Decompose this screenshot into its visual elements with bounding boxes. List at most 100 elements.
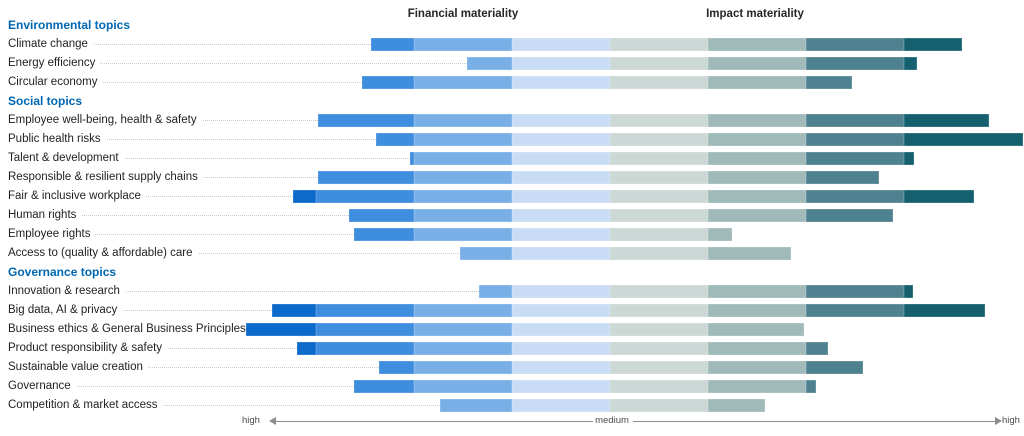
financial-bar-segment	[512, 342, 610, 355]
financial-bar-segment	[414, 209, 512, 222]
leader-line	[8, 44, 371, 45]
impact-bar-segment	[708, 380, 806, 393]
financial-bar-segment	[246, 323, 316, 336]
impact-bar-segment	[904, 57, 917, 70]
leader-line	[8, 367, 379, 368]
financial-bar-segment	[512, 380, 610, 393]
axis-label-medium: medium	[595, 415, 629, 426]
impact-bar-segment	[610, 38, 708, 51]
financial-bar-segment	[512, 247, 610, 260]
financial-bar-segment	[414, 38, 512, 51]
leader-line	[8, 158, 411, 159]
financial-bar-segment	[370, 38, 414, 51]
impact-bar-segment	[610, 247, 708, 260]
impact-bar-segment	[806, 133, 904, 146]
impact-bar-segment	[708, 190, 806, 203]
impact-bar-segment	[708, 285, 806, 298]
topic-label: Innovation & research	[8, 284, 125, 298]
financial-bar-segment	[512, 190, 610, 203]
topic-label: Human rights	[8, 208, 82, 222]
impact-bar-segment	[806, 190, 904, 203]
financial-bar-segment	[354, 380, 414, 393]
financial-bar-segment	[512, 133, 610, 146]
impact-bar-segment	[708, 209, 806, 222]
financial-bar-segment	[512, 399, 610, 412]
financial-materiality-title: Financial materiality	[407, 8, 519, 20]
financial-bar-segment	[512, 38, 610, 51]
leader-line	[8, 196, 294, 197]
impact-bar-segment	[806, 76, 853, 89]
impact-bar-segment	[610, 171, 708, 184]
financial-bar-segment	[460, 247, 512, 260]
financial-bar-segment	[512, 114, 610, 127]
section-header: Environmental topics	[8, 18, 131, 32]
financial-bar-segment	[297, 342, 316, 355]
topic-label: Product responsibility & safety	[8, 341, 168, 355]
financial-bar-segment	[466, 57, 512, 70]
financial-bar-segment	[512, 323, 610, 336]
financial-bar-segment	[362, 76, 414, 89]
topic-label: Sustainable value creation	[8, 360, 148, 374]
financial-bar-segment	[512, 228, 610, 241]
financial-bar-segment	[317, 171, 414, 184]
financial-bar-segment	[512, 361, 610, 374]
financial-bar-segment	[414, 114, 512, 127]
financial-bar-segment	[512, 76, 610, 89]
financial-bar-segment	[512, 171, 610, 184]
financial-bar-segment	[478, 285, 512, 298]
topic-label: Big data, AI & privacy	[8, 303, 123, 317]
impact-bar-segment	[708, 323, 805, 336]
financial-bar-segment	[414, 361, 512, 374]
impact-bar-segment	[806, 304, 904, 317]
impact-bar-segment	[806, 114, 904, 127]
impact-bar-segment	[610, 342, 708, 355]
topic-label: Fair & inclusive workplace	[8, 189, 146, 203]
financial-bar-segment	[414, 342, 512, 355]
leader-line	[8, 82, 363, 83]
leader-line	[8, 253, 461, 254]
topic-label: Governance	[8, 379, 76, 393]
impact-bar-segment	[610, 133, 708, 146]
financial-bar-segment	[378, 361, 414, 374]
topic-label: Climate change	[8, 37, 93, 51]
impact-bar-segment	[806, 57, 904, 70]
impact-bar-segment	[708, 133, 806, 146]
financial-bar-segment	[316, 342, 414, 355]
impact-bar-segment	[708, 361, 806, 374]
financial-bar-segment	[316, 323, 414, 336]
financial-bar-segment	[414, 190, 512, 203]
topic-label: Responsible & resilient supply chains	[8, 170, 203, 184]
financial-bar-segment	[271, 304, 316, 317]
financial-bar-segment	[414, 76, 512, 89]
financial-bar-segment	[414, 133, 512, 146]
topic-label: Energy efficiency	[8, 56, 101, 70]
topic-label: Employee rights	[8, 227, 96, 241]
financial-bar-segment	[375, 133, 414, 146]
impact-bar-segment	[610, 285, 708, 298]
financial-bar-segment	[414, 228, 512, 241]
financial-bar-segment	[349, 209, 414, 222]
impact-bar-segment	[806, 342, 828, 355]
topic-label: Competition & market access	[8, 398, 163, 412]
impact-bar-segment	[904, 304, 986, 317]
financial-bar-segment	[354, 228, 414, 241]
financial-bar-segment	[316, 190, 414, 203]
financial-bar-segment	[512, 209, 610, 222]
topic-label: Access to (quality & affordable) care	[8, 246, 198, 260]
impact-bar-segment	[610, 323, 708, 336]
impact-bar-segment	[806, 285, 904, 298]
financial-bar-segment	[512, 304, 610, 317]
axis-line-left	[274, 421, 593, 422]
impact-bar-segment	[806, 152, 904, 165]
impact-bar-segment	[610, 76, 708, 89]
financial-bar-segment	[414, 323, 512, 336]
topic-label: Talent & development	[8, 151, 124, 165]
impact-bar-segment	[610, 114, 708, 127]
impact-bar-segment	[708, 171, 806, 184]
impact-bar-segment	[904, 190, 974, 203]
impact-bar-segment	[904, 114, 990, 127]
impact-bar-segment	[708, 304, 806, 317]
impact-bar-segment	[806, 209, 894, 222]
impact-bar-segment	[610, 380, 708, 393]
impact-bar-segment	[708, 228, 732, 241]
